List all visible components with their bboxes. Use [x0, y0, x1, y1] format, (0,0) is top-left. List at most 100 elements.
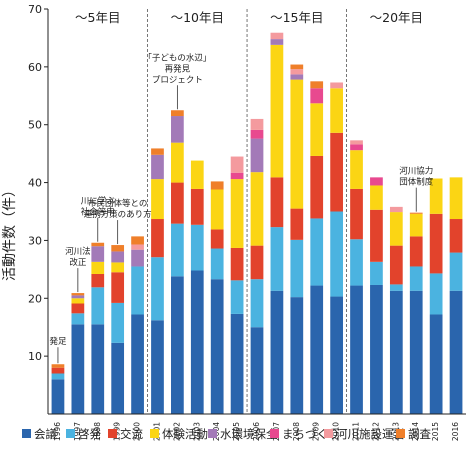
bar-2008-series-3	[290, 79, 304, 209]
y-tick-label-30: 30	[28, 234, 42, 247]
bar-2003-series-0	[190, 270, 204, 414]
bar-2016-series-3	[449, 177, 463, 220]
bar-2001-series-0	[151, 320, 164, 414]
bar-2013-series-3	[389, 212, 403, 246]
period-label-4: 〜20年目	[370, 10, 423, 25]
bar-2004-series-3	[210, 189, 224, 230]
bar-2009-series-0	[310, 285, 324, 414]
y-tick-label-50: 50	[28, 119, 42, 132]
legend-swatch-6	[324, 429, 333, 438]
bar-2001-series-3	[151, 179, 164, 220]
bar-2006-series-6	[250, 118, 264, 130]
bar-1999-series-0	[111, 342, 125, 414]
bar-1999-series-7	[111, 245, 125, 252]
bar-2004-series-2	[210, 229, 224, 249]
bar-2010-series-1	[330, 211, 343, 297]
bar-2002-series-0	[171, 276, 184, 414]
bar-2013-series-0	[389, 290, 403, 414]
bar-2014-series-1	[409, 266, 423, 291]
bar-2009-series-3	[310, 103, 324, 156]
legend-label-4: 水環境保全	[220, 427, 278, 441]
bar-2012-series-3	[370, 185, 383, 210]
bar-2004-series-7	[210, 181, 224, 190]
x-tick-label-2000: 2000	[133, 422, 142, 441]
x-tick-label-1998: 1998	[93, 422, 102, 441]
bar-2011-series-6	[350, 140, 363, 145]
x-tick-label-2013: 2013	[391, 422, 400, 441]
bar-2009-series-2	[310, 155, 324, 219]
x-tick-label-1996: 1996	[53, 422, 62, 441]
annotation-5-line-2: 再発見	[165, 64, 191, 74]
y-tick-label-20: 20	[28, 292, 42, 305]
bar-2004-series-0	[210, 279, 224, 414]
bar-2007-series-3	[270, 44, 284, 178]
bar-2014-series-7	[409, 212, 423, 214]
x-tick-label-2002: 2002	[172, 422, 181, 441]
bar-2006-series-3	[250, 172, 264, 246]
x-tick-label-2010: 2010	[332, 422, 341, 441]
bar-2011-series-1	[350, 239, 363, 286]
bar-2000-series-6	[131, 244, 144, 250]
bar-2000-series-0	[131, 314, 144, 414]
annotation-4-line-1: 市民団体等との	[88, 198, 147, 209]
legend-swatch-7	[396, 429, 405, 438]
bar-2009-series-5	[310, 88, 324, 104]
bar-2005-series-0	[230, 313, 244, 414]
bar-2000-series-4	[131, 249, 144, 267]
bar-1997-series-0	[71, 324, 85, 414]
annotation-2-line-2: 改正	[69, 257, 87, 268]
legend-swatch-4	[208, 429, 217, 438]
bar-1996-series-2	[51, 367, 65, 374]
bar-1996-series-1	[51, 373, 65, 380]
x-tick-label-2008: 2008	[292, 422, 301, 441]
bar-1998-series-7	[91, 242, 105, 247]
annotation-1-line-1: 発足	[49, 337, 67, 347]
bar-2003-series-2	[190, 188, 204, 225]
x-tick-label-2003: 2003	[192, 422, 201, 441]
annotation-6-line-1: 河川協力	[399, 166, 433, 177]
bar-2016-series-2	[449, 219, 463, 253]
bar-1996-series-0	[51, 379, 65, 414]
bar-2008-series-6	[290, 69, 304, 75]
legend-swatch-0	[22, 429, 31, 438]
bar-2001-series-4	[151, 154, 164, 180]
period-label-2: 〜10年目	[171, 10, 224, 25]
annotation-3-line-1: 川に学ぶ	[81, 196, 116, 207]
bar-2006-series-0	[250, 327, 264, 414]
x-tick-label-2015: 2015	[431, 422, 440, 441]
annotation-5-line-1: 「子どもの水辺」	[143, 52, 211, 63]
bar-2002-series-1	[171, 223, 184, 277]
bar-2013-series-1	[389, 284, 403, 291]
legend-swatch-1	[66, 429, 75, 438]
bar-2000-series-1	[131, 266, 144, 315]
bar-2015-series-2	[429, 213, 443, 274]
bar-2005-series-3	[230, 179, 244, 248]
x-tick-label-2005: 2005	[232, 422, 241, 441]
bar-2015-series-0	[429, 314, 443, 414]
bar-2012-series-2	[370, 209, 383, 262]
bar-2007-series-6	[270, 32, 284, 40]
bar-2001-series-7	[151, 148, 164, 155]
bar-2003-series-3	[190, 160, 204, 189]
bar-2005-series-6	[230, 156, 244, 173]
bar-1999-series-3	[111, 262, 125, 273]
bar-2010-series-2	[330, 132, 343, 212]
bar-1997-series-1	[71, 313, 85, 325]
bar-2011-series-2	[350, 188, 363, 240]
bar-2006-series-5	[250, 129, 264, 139]
y-tick-label-70: 70	[28, 3, 42, 16]
annotation-6-line-2: 団体制度	[399, 177, 434, 188]
bar-2000-series-7	[131, 236, 144, 245]
x-tick-label-2012: 2012	[371, 422, 380, 441]
bar-2015-series-1	[429, 273, 443, 315]
bar-1997-series-4	[71, 295, 85, 299]
x-tick-label-1999: 1999	[113, 422, 122, 441]
bar-1998-series-0	[91, 324, 105, 414]
bar-2005-series-5	[230, 172, 244, 180]
bar-2012-series-1	[370, 261, 383, 285]
bar-2016-series-0	[449, 290, 463, 414]
bar-2007-series-2	[270, 177, 284, 228]
bar-2002-series-4	[171, 116, 184, 143]
